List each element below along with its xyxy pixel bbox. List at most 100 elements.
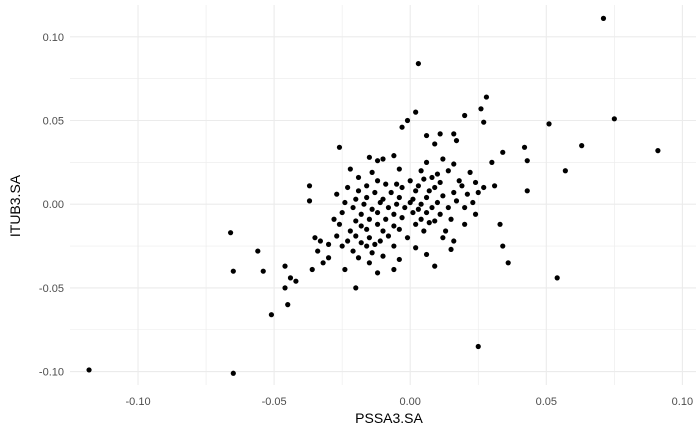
scatter-point: [339, 243, 345, 249]
y-tick-label: 0.00: [43, 199, 64, 211]
data-points: [86, 15, 661, 376]
scatter-point: [374, 178, 381, 184]
scatter-point: [287, 275, 294, 281]
scatter-point: [521, 144, 528, 150]
y-tick-label: -0.05: [39, 283, 64, 295]
scatter-point: [426, 220, 432, 226]
scatter-point: [451, 238, 457, 244]
scatter-point: [355, 174, 362, 181]
scatter-point: [451, 161, 457, 167]
scatter-point: [655, 148, 661, 154]
scatter-point: [445, 168, 451, 174]
scatter-point: [432, 218, 438, 224]
scatter-point: [426, 188, 432, 194]
scatter-point: [394, 181, 400, 187]
scatter-point: [483, 94, 490, 100]
scatter-point: [399, 124, 405, 130]
scatter-point: [369, 250, 375, 256]
scatter-point: [380, 228, 386, 234]
scatter-point: [437, 131, 443, 137]
scatter-point: [472, 179, 479, 186]
x-axis-title: PSSA3.SA: [355, 410, 423, 426]
scatter-point: [366, 216, 372, 222]
scatter-point: [372, 189, 378, 196]
scatter-point: [415, 183, 421, 189]
scatter-point: [472, 211, 479, 217]
scatter-point: [391, 153, 397, 159]
scatter-point: [350, 248, 356, 254]
scatter-point: [432, 263, 438, 269]
scatter-point: [396, 226, 402, 232]
scatter-point: [505, 260, 511, 266]
scatter-point: [404, 117, 411, 124]
scatter-point: [423, 159, 430, 165]
scatter-point: [475, 343, 481, 350]
scatter-point: [268, 312, 275, 318]
scatter-point: [320, 260, 326, 266]
scatter-point: [369, 206, 375, 212]
scatter-point: [462, 112, 468, 119]
scatter-point: [342, 199, 348, 206]
scatter-point: [415, 206, 421, 212]
scatter-point: [418, 168, 424, 174]
scatter-point: [497, 221, 503, 227]
scatter-point: [467, 169, 473, 176]
scatter-point: [355, 255, 362, 261]
x-axis-tick-labels: -0.10 -0.05 0.00 0.05 0.10: [126, 396, 694, 408]
scatter-point: [524, 188, 530, 194]
scatter-point: [345, 184, 351, 191]
scatter-point: [445, 204, 451, 211]
scatter-point: [230, 268, 236, 274]
scatter-point: [336, 144, 343, 150]
scatter-point: [423, 194, 430, 201]
scatter-point: [377, 199, 383, 206]
scatter-point: [255, 248, 261, 254]
scatter-point: [325, 255, 332, 261]
scatter-point: [293, 278, 299, 284]
scatter-point: [437, 179, 443, 186]
scatter-point: [364, 226, 370, 232]
scatter-point: [317, 238, 323, 244]
scatter-point: [345, 238, 351, 244]
scatter-point: [434, 171, 441, 177]
y-tick-label: -0.10: [39, 367, 64, 379]
scatter-point: [478, 106, 484, 112]
scatter-point: [456, 178, 462, 184]
scatter-point: [380, 253, 386, 259]
scatter-point: [339, 209, 345, 216]
scatter-point: [364, 183, 370, 189]
scatter-point: [391, 211, 397, 217]
scatter-point: [372, 241, 378, 247]
scatter-point: [227, 230, 234, 236]
scatter-point: [358, 240, 364, 246]
scatter-point: [489, 159, 495, 165]
scatter-point: [500, 243, 506, 249]
scatter-point: [562, 168, 568, 174]
scatter-point: [350, 204, 356, 211]
scatter-point: [434, 199, 441, 206]
scatter-point: [462, 221, 468, 227]
scatter-point: [396, 194, 402, 201]
scatter-point: [380, 156, 386, 162]
scatter-point: [374, 158, 381, 164]
scatter-point: [611, 116, 617, 122]
scatter-point: [429, 204, 435, 211]
scatter-point: [423, 209, 430, 216]
scatter-point: [325, 241, 332, 247]
scatter-point: [374, 221, 381, 227]
scatter-point: [353, 196, 359, 202]
scatter-point: [230, 370, 236, 376]
y-axis-title: ITUB3.SA: [7, 174, 23, 237]
scatter-point: [524, 158, 530, 164]
y-tick-label: 0.10: [43, 32, 64, 44]
scatter-point: [423, 132, 430, 139]
scatter-point: [366, 260, 372, 266]
scatter-point: [377, 238, 383, 244]
scatter-point: [448, 246, 454, 253]
scatter-point: [355, 188, 362, 194]
scatter-point: [399, 214, 405, 221]
scatter-point: [86, 367, 92, 373]
scatter-point: [491, 183, 498, 189]
scatter-point: [353, 218, 359, 224]
